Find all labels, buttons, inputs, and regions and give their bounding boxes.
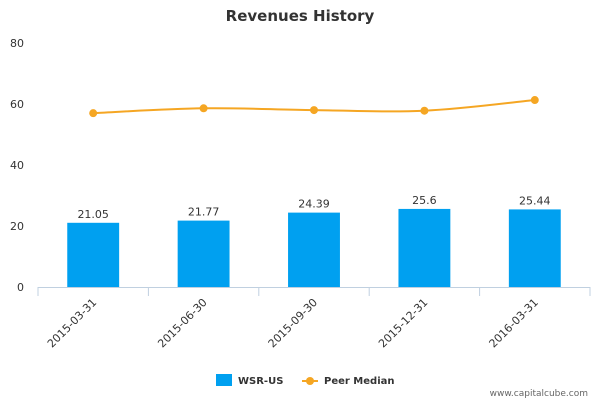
y-tick-label: 40 <box>10 159 24 172</box>
bar-data-label: 21.77 <box>188 206 220 219</box>
bar-wsr-us[interactable] <box>67 222 120 287</box>
legend-label-wsr-us: WSR-US <box>238 376 283 387</box>
bar-wsr-us[interactable] <box>398 208 451 287</box>
x-axis-tick-marks <box>37 287 591 296</box>
legend-swatch-peer-median-marker <box>306 377 314 385</box>
legend-swatch-wsr-us <box>216 374 232 386</box>
legend-item-wsr-us[interactable]: WSR-US <box>216 374 283 387</box>
legend-label-peer-median: Peer Median <box>324 376 395 387</box>
legend-item-peer-median[interactable]: Peer Median <box>302 376 395 387</box>
bar-wsr-us[interactable] <box>177 220 230 287</box>
y-tick-label: 0 <box>17 281 24 294</box>
chart-title: Revenues History <box>226 7 375 25</box>
x-tick-label: 2015-03-31 <box>45 296 99 350</box>
y-tick-label: 60 <box>10 98 24 111</box>
bar-wsr-us[interactable] <box>508 209 561 287</box>
x-axis-tick-labels: 2015-03-31 2015-06-30 2015-09-30 2015-12-31… <box>45 296 541 350</box>
bar-data-label: 25.44 <box>519 194 551 207</box>
peer-median-point[interactable] <box>310 106 318 115</box>
peer-median-point[interactable] <box>199 104 208 113</box>
bar-series <box>67 208 561 287</box>
bar-data-labels: 21.05 21.77 24.39 25.6 25.44 <box>77 194 550 221</box>
x-tick-label: 2016-03-31 <box>487 296 541 350</box>
y-tick-label: 20 <box>10 220 24 233</box>
bar-data-label: 25.6 <box>412 194 437 207</box>
peer-median-point[interactable] <box>89 109 98 118</box>
peer-median-point[interactable] <box>530 96 539 105</box>
peer-median-points <box>89 96 539 118</box>
x-tick-label: 2015-06-30 <box>155 296 209 350</box>
bar-data-label: 21.05 <box>77 208 109 221</box>
x-tick-label: 2015-12-31 <box>376 296 430 350</box>
x-tick-label: 2015-09-30 <box>266 296 320 350</box>
peer-median-point[interactable] <box>420 106 429 115</box>
bar-wsr-us[interactable] <box>288 212 340 287</box>
y-axis-ticks: 0 20 40 60 80 <box>10 37 24 294</box>
credit-text: www.capitalcube.com <box>490 389 588 399</box>
bar-data-label: 24.39 <box>298 198 330 211</box>
y-tick-label: 80 <box>10 37 24 50</box>
legend: WSR-US Peer Median <box>216 374 395 387</box>
